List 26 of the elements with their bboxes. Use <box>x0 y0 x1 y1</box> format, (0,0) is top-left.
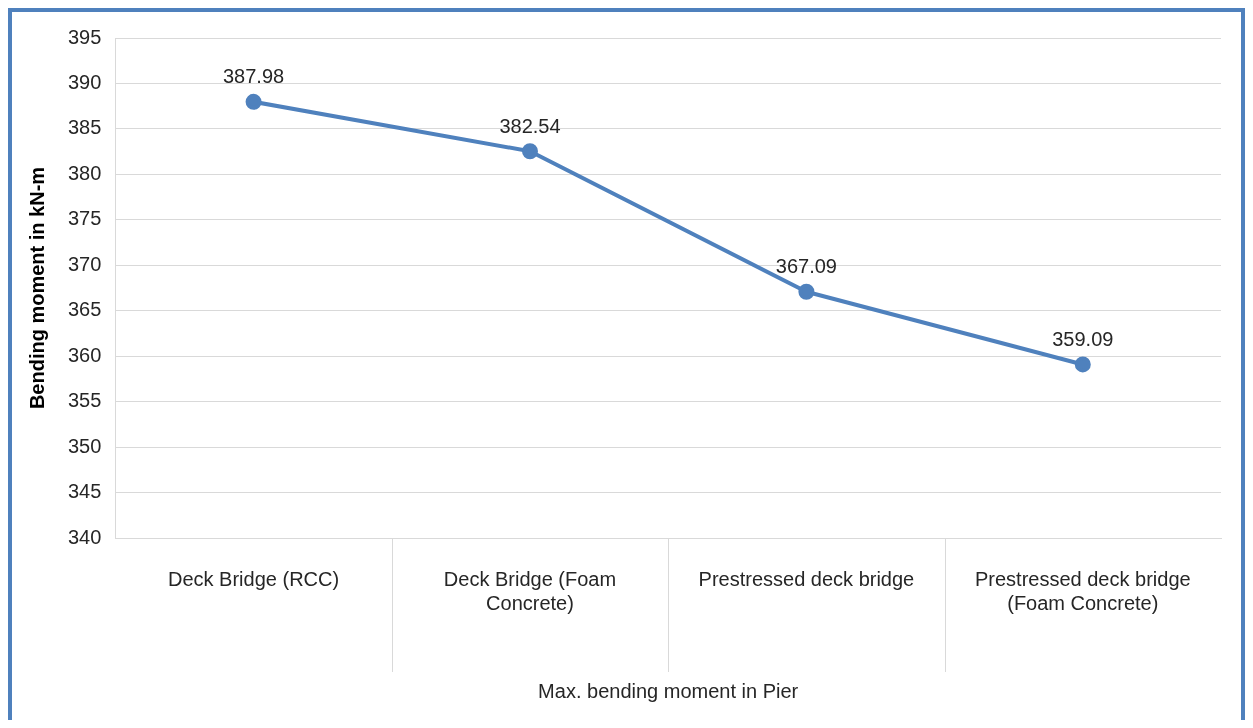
y-tick-label: 375 <box>67 207 102 230</box>
x-tick-label: Prestressed deck bridge <box>698 567 915 590</box>
x-tick-label: Deck Bridge (RCC) <box>167 567 340 590</box>
y-tick-label: 360 <box>67 343 102 366</box>
y-tick-label: 350 <box>67 434 102 457</box>
y-tick-label: 395 <box>67 25 102 48</box>
y-tick-label: 390 <box>67 70 102 93</box>
point <box>798 283 815 300</box>
x-tick-label: Prestressed deck bridge (Foam Concrete) <box>974 567 1191 614</box>
point <box>1074 356 1091 373</box>
data-label: 367.09 <box>775 255 837 278</box>
y-tick-label: 355 <box>67 389 102 412</box>
data-label: 382.54 <box>499 114 561 137</box>
y-tick-label: 385 <box>67 116 102 139</box>
x-axis-title: Max. bending moment in Pier <box>538 679 799 702</box>
point <box>521 143 538 160</box>
data-label: 359.09 <box>1052 327 1114 350</box>
point <box>245 93 262 110</box>
y-tick-label: 345 <box>67 480 102 503</box>
y-tick-label: 380 <box>67 161 102 184</box>
data-label: 387.98 <box>222 65 285 88</box>
y-tick-label: 370 <box>67 252 102 275</box>
y-axis-title: Bending moment in kN-m <box>25 166 48 410</box>
y-tick-label: 365 <box>67 298 102 321</box>
x-tick-label: Deck Bridge (Foam Concrete) <box>443 567 617 614</box>
y-tick-label: 340 <box>67 525 102 548</box>
